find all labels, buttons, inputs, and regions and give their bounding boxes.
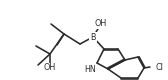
Text: HN: HN	[84, 66, 96, 74]
Text: OH: OH	[95, 20, 107, 28]
Text: Cl: Cl	[155, 62, 163, 72]
Text: B: B	[90, 32, 96, 42]
Text: OH: OH	[44, 64, 56, 72]
